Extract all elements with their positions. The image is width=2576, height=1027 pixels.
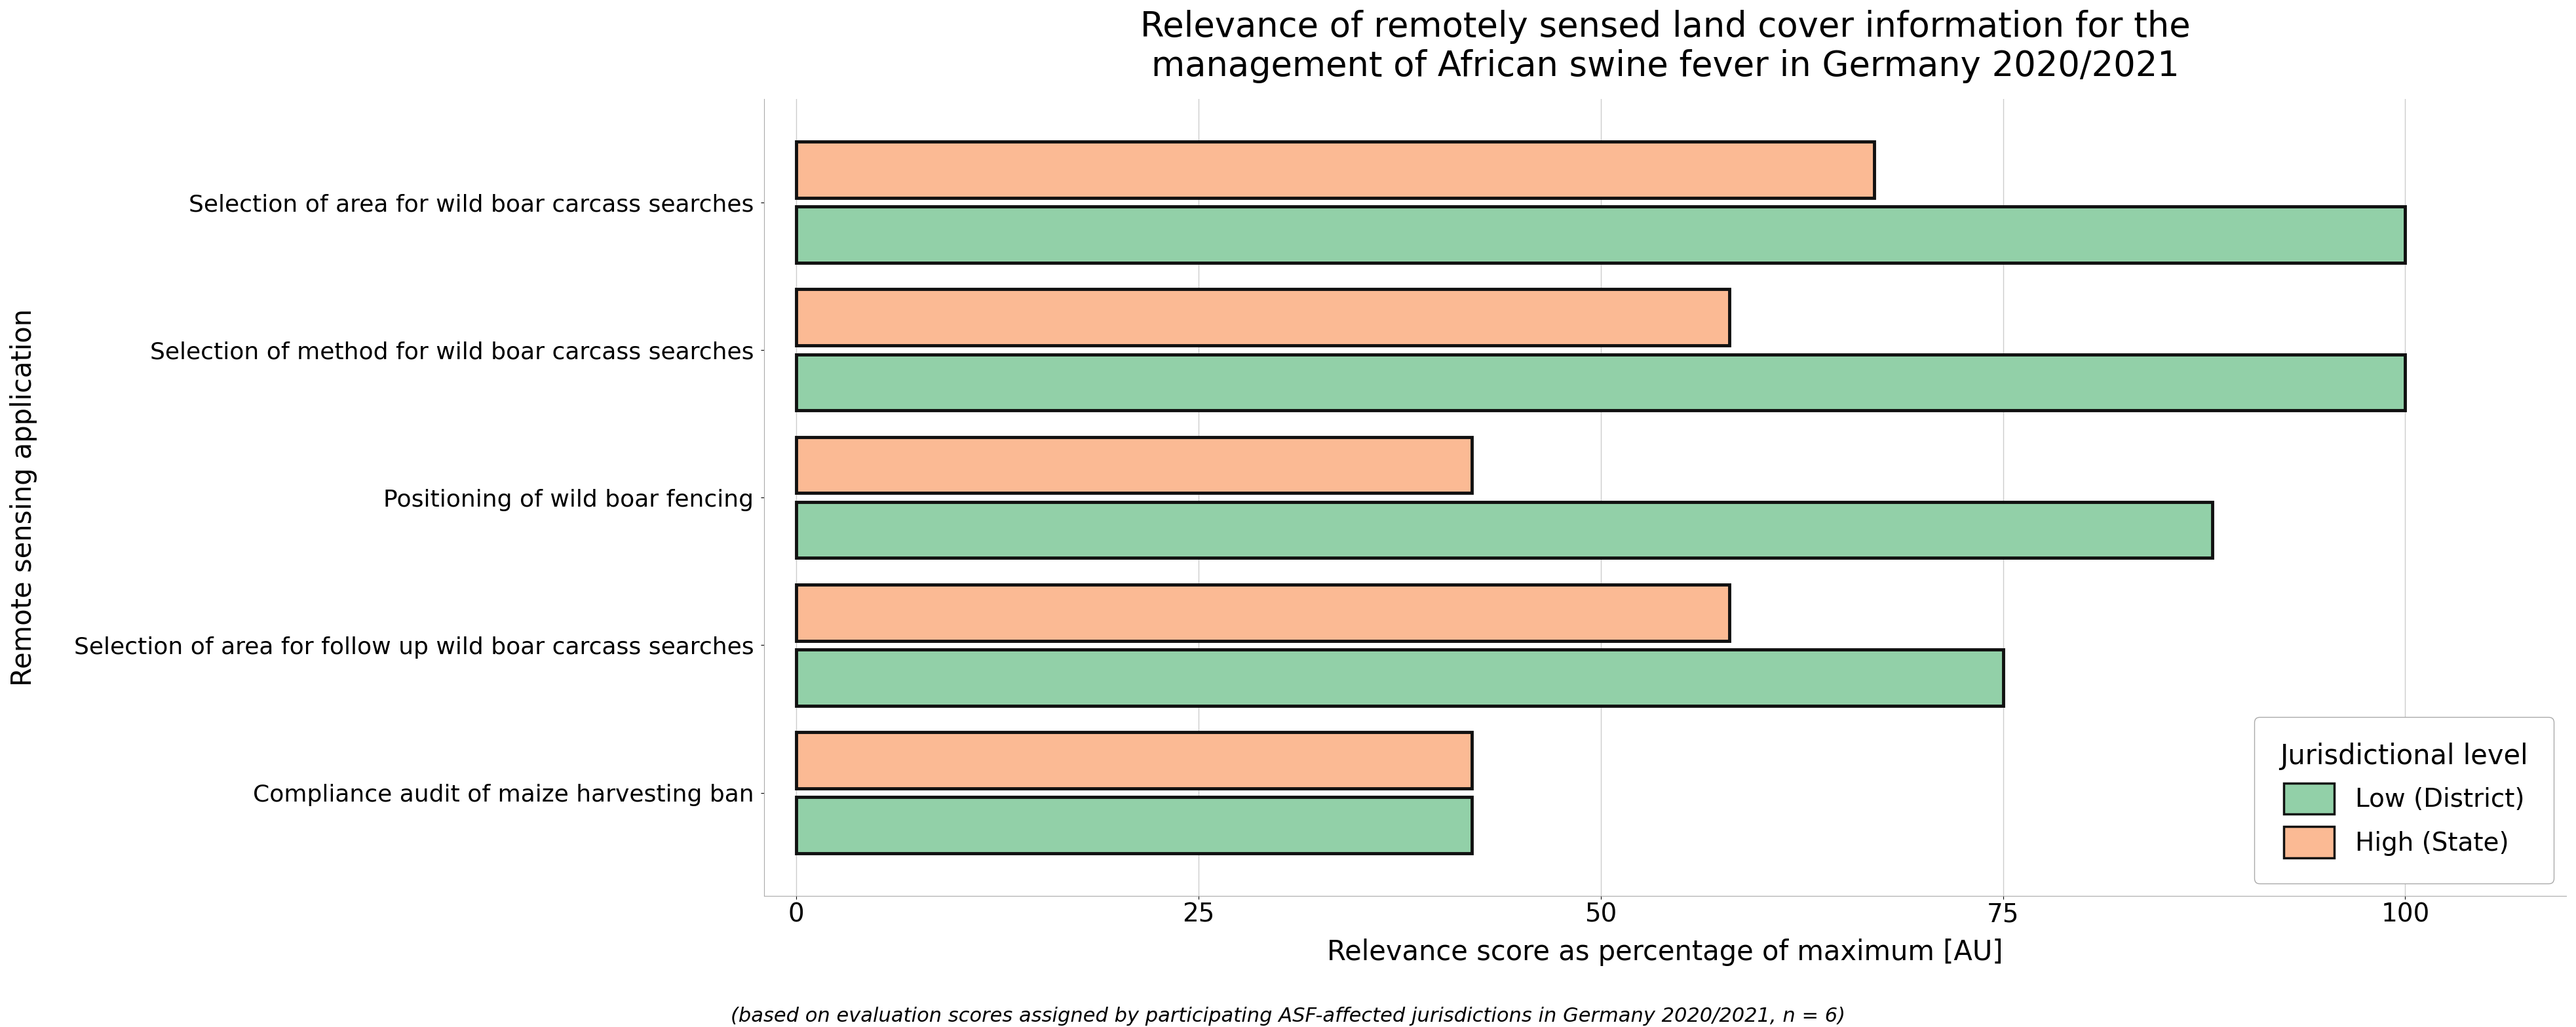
Y-axis label: Remote sensing application: Remote sensing application	[10, 309, 39, 686]
Bar	[796, 354, 2406, 411]
Legend: Low (District), High (State): Low (District), High (State)	[2254, 717, 2553, 883]
Bar	[796, 649, 2004, 706]
Bar	[796, 436, 1471, 493]
Bar	[796, 206, 2406, 263]
X-axis label: Relevance score as percentage of maximum [AU]: Relevance score as percentage of maximum…	[1327, 939, 2004, 965]
Text: (based on evaluation scores assigned by participating ASF-affected jurisdictions: (based on evaluation scores assigned by …	[732, 1006, 1844, 1026]
Bar	[796, 502, 2213, 558]
Bar	[796, 584, 1728, 641]
Bar	[796, 290, 1728, 345]
Bar	[796, 732, 1471, 789]
Title: Relevance of remotely sensed land cover information for the
management of Africa: Relevance of remotely sensed land cover …	[1141, 10, 2190, 83]
Bar	[796, 142, 1875, 198]
Bar	[796, 797, 1471, 853]
